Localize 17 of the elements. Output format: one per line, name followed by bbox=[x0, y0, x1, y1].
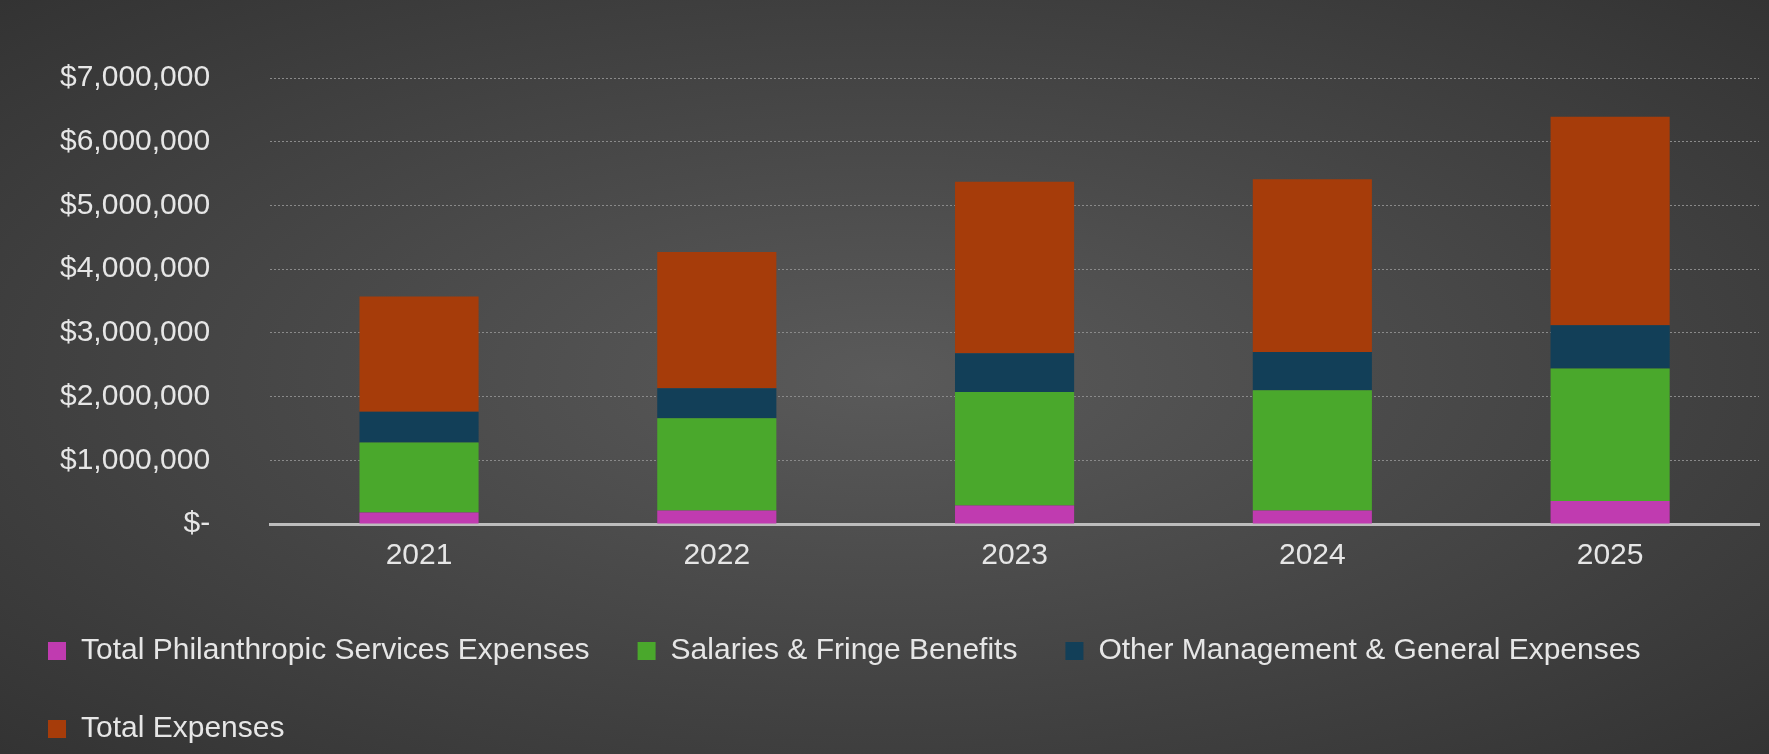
y-tick-label: $7,000,000 bbox=[59, 59, 211, 93]
y-tick-label: $2,000,000 bbox=[59, 377, 211, 411]
x-tick-label: 2025 bbox=[1576, 537, 1644, 571]
y-tick-label: $4,000,000 bbox=[59, 250, 211, 284]
y-tick-label: $1,000,000 bbox=[59, 441, 211, 475]
y-tick-label: $- bbox=[183, 505, 211, 539]
x-tick-label: 2023 bbox=[981, 537, 1048, 571]
legend-label: Total Expenses bbox=[81, 710, 285, 744]
legend-label: Total Philanthropic Services Expenses bbox=[81, 632, 590, 666]
y-tick-label: $6,000,000 bbox=[59, 122, 211, 156]
legend-label: Other Management & General Expenses bbox=[1098, 632, 1641, 666]
x-tick-label: 2024 bbox=[1278, 537, 1346, 571]
x-tick-label: 2021 bbox=[385, 537, 453, 571]
legend-label: Salaries & Fringe Benefits bbox=[670, 632, 1018, 666]
y-tick-label: $3,000,000 bbox=[59, 314, 211, 348]
y-tick-label: $5,000,000 bbox=[59, 186, 211, 220]
x-tick-label: 2022 bbox=[683, 537, 751, 571]
